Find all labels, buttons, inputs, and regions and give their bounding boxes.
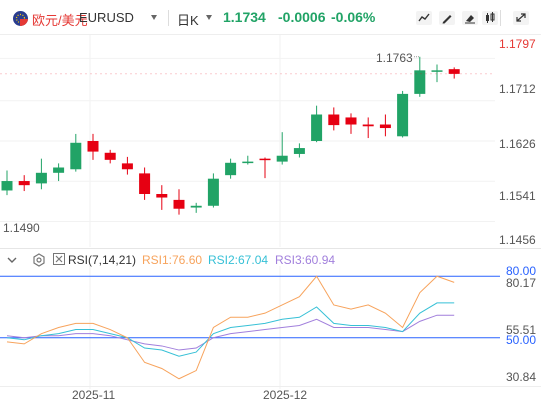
time-axis-label: 2025-11 <box>72 388 116 402</box>
candle-body <box>362 124 374 127</box>
rsi-title: RSI(7,14,21) <box>68 253 137 267</box>
candle-body <box>207 178 219 206</box>
price-axis-label: 1.1456 <box>499 233 536 247</box>
candle-adjust-icon[interactable] <box>480 9 500 27</box>
price-change: -0.0006 <box>278 9 326 25</box>
rsi1-line <box>6 275 455 380</box>
price-axis-label: 1.1541 <box>499 189 536 203</box>
rsi3-value: RSI3:60.94 <box>275 253 336 267</box>
rsi-axis-label: 80.17 <box>506 276 537 290</box>
candle-body <box>190 205 202 208</box>
toolbar-divider <box>500 10 501 26</box>
candle-body <box>121 163 133 170</box>
candle-body <box>1 181 13 191</box>
time-axis-line <box>0 386 541 387</box>
rsi-axis-80: 80.00 <box>506 264 537 278</box>
candle-body <box>397 93 409 137</box>
candle-body <box>156 194 168 198</box>
candle-body <box>379 124 391 129</box>
candle-body <box>139 173 151 194</box>
candle-body <box>311 114 323 141</box>
divider <box>168 10 169 26</box>
candle-body <box>53 167 65 173</box>
rsi-axis-label: 30.84 <box>506 370 537 384</box>
pane-divider <box>0 248 541 249</box>
candle-body <box>104 152 116 160</box>
price-change-percent: -0.06% <box>331 9 376 25</box>
period-dropdown-icon[interactable] <box>206 15 212 20</box>
rsi1-value: RSI1:76.60 <box>142 253 203 267</box>
candle-body <box>173 199 185 209</box>
candlestick-chart[interactable] <box>0 35 541 247</box>
candle-body <box>242 161 254 164</box>
collapse-icon[interactable] <box>6 254 18 266</box>
low-price-annotation: 1.1490 <box>3 221 40 235</box>
pencil-icon[interactable] <box>437 9 457 27</box>
chart-settings-icon[interactable] <box>414 9 434 27</box>
candle-body <box>345 117 357 125</box>
fullscreen-icon[interactable] <box>511 9 531 27</box>
rsi2-line <box>6 302 455 357</box>
symbol-name[interactable]: 欧元/美元 <box>32 13 88 28</box>
rsi-chart[interactable] <box>0 266 541 389</box>
candle-body <box>35 172 47 184</box>
settings-gear-icon[interactable] <box>32 253 46 267</box>
price-axis-label: 1.1626 <box>499 137 536 151</box>
symbol-code[interactable]: EURUSD <box>79 10 134 25</box>
header-bar: 欧元/美元 EURUSD 日K 1.1734 -0.0006 -0.06% <box>0 0 541 36</box>
candle-body <box>276 155 288 162</box>
candle-body <box>70 142 82 170</box>
candle-body <box>259 158 271 161</box>
rsi-axis-50: 50.00 <box>506 333 537 347</box>
header-divider <box>0 34 541 35</box>
candle-body <box>225 162 237 176</box>
current-price: 1.1734 <box>223 9 266 25</box>
rsi-axis-label: 55.51 <box>506 323 537 337</box>
candle-body <box>293 148 305 154</box>
rsi3-line <box>6 314 455 351</box>
rsi2-value: RSI2:67.04 <box>208 253 269 267</box>
eraser-icon[interactable] <box>460 9 480 27</box>
candle-body <box>328 114 340 126</box>
period-selector[interactable]: 日K <box>177 13 199 28</box>
candle-body <box>87 141 99 152</box>
time-axis-label: 2025-12 <box>263 388 308 402</box>
price-axis-top: 1.1797 <box>499 37 536 51</box>
symbol-dropdown-icon[interactable] <box>151 15 157 20</box>
eu-flag-icon <box>13 11 28 26</box>
close-icon[interactable] <box>53 253 65 265</box>
candle-body <box>18 181 30 186</box>
high-price-annotation: 1.1763 <box>376 51 413 65</box>
candle-body <box>448 69 460 74</box>
candle-body <box>414 70 426 94</box>
price-axis-label: 1.1712 <box>499 82 536 96</box>
candle-body <box>431 70 443 72</box>
